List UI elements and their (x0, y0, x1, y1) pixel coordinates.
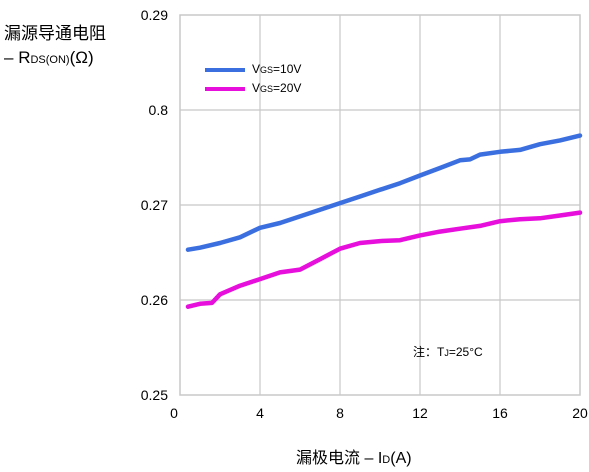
note-value: =25°C (448, 345, 483, 359)
tick-labels: 0 4 8 12 16 20 0.25 0.26 0.27 0.8 0.29 (141, 7, 588, 421)
note-sub: J (444, 348, 449, 358)
x-axis-label-sub: D (382, 454, 391, 466)
temperature-note: 注：TJ=25°C (413, 343, 483, 360)
x-axis-label: 漏极电流 – ID(A) (296, 444, 412, 468)
legend-20v-value: =20V (273, 81, 302, 95)
x-tick-label: 8 (336, 405, 344, 421)
x-axis-label-text: 漏极电流 (296, 450, 361, 467)
note-sym: T (437, 345, 445, 359)
legend-10v-sub: GS (260, 65, 274, 75)
x-axis-label-dash: – (364, 450, 374, 467)
note-prefix: 注： (413, 345, 438, 359)
series-line-0 (185, 133, 583, 252)
y-tick-label: 0.26 (141, 292, 168, 308)
y-tick-label: 0.29 (141, 7, 168, 23)
y-tick-label: 0.8 (149, 102, 169, 118)
legend-20v-sym: V (252, 81, 261, 95)
legend-10v-value: =10V (273, 62, 302, 76)
series-lines (185, 133, 583, 309)
legend-10v-sym: V (252, 62, 261, 76)
y-axis-label-sub: DS(ON) (30, 54, 70, 66)
x-axis-label-unit: (A) (390, 450, 412, 467)
y-axis-label-r: R (18, 48, 31, 67)
legend-swatch-10v (205, 68, 245, 72)
y-tick-label: 0.27 (141, 197, 168, 213)
y-axis-label-text: 漏源导通电阻 (4, 24, 106, 43)
y-axis-label-unit: (Ω) (69, 48, 94, 67)
y-axis-label: 漏源导通电阻 – RDS(ON)(Ω) (4, 22, 106, 72)
legend-label-20v: VGS=20V (252, 81, 301, 95)
series-line-1 (185, 210, 583, 309)
y-axis-label-dash: – (4, 48, 14, 67)
y-axis-label-symbol: – RDS(ON)(Ω) (4, 46, 106, 72)
x-tick-label: 16 (492, 405, 508, 421)
x-tick-label: 12 (412, 405, 428, 421)
legend-swatch-20v (205, 87, 245, 91)
y-tick-label: 0.25 (141, 387, 168, 403)
x-axis-label-i: I (377, 450, 383, 467)
grid (180, 15, 580, 395)
x-tick-label: 4 (256, 405, 264, 421)
x-tick-label: 20 (572, 405, 588, 421)
x-tick-label: 0 (170, 405, 178, 421)
legend-20v-sub: GS (260, 84, 274, 94)
plot-frame (179, 14, 581, 396)
legend-label-10v: VGS=10V (252, 62, 301, 76)
